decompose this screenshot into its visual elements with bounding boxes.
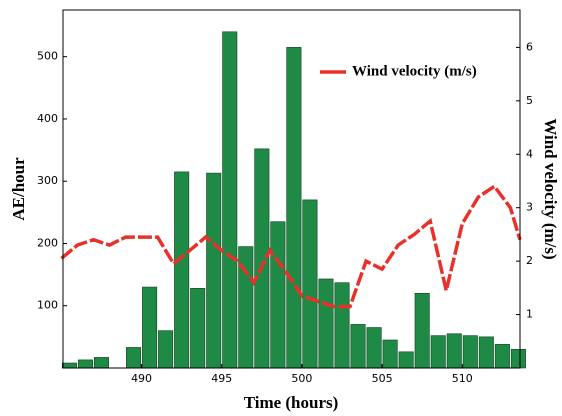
- bar: [430, 335, 446, 369]
- x-tick-label: 490: [131, 372, 152, 385]
- bar: [414, 292, 430, 369]
- y-tick-label: 300: [37, 174, 58, 187]
- x-tick-label: 510: [452, 372, 473, 385]
- bar: [286, 47, 302, 369]
- wind-line: [60, 183, 522, 309]
- bar: [366, 327, 382, 369]
- bar: [398, 351, 414, 369]
- y-tick-label: 100: [37, 299, 58, 312]
- bar: [302, 199, 318, 369]
- bar: [334, 282, 350, 369]
- y2-tick-label: 1: [526, 308, 533, 321]
- bar: [142, 286, 158, 369]
- bar: [494, 344, 510, 369]
- bar: [222, 31, 238, 369]
- bar: [478, 336, 494, 369]
- legend-label: Wind velocity (m/s): [352, 63, 477, 79]
- bar: [206, 172, 222, 369]
- y-tick-label: 400: [37, 112, 58, 125]
- x-tick-label: 505: [372, 372, 393, 385]
- bar: [382, 339, 398, 369]
- bar: [126, 347, 142, 369]
- bar: [446, 333, 462, 369]
- bar: [462, 335, 478, 369]
- bar: [190, 288, 206, 369]
- y2-tick-label: 4: [526, 147, 533, 160]
- y2-tick-label: 6: [526, 40, 533, 53]
- bar: [61, 362, 77, 369]
- x-axis-label: Time (hours): [244, 393, 339, 412]
- bar: [350, 324, 366, 369]
- y2-tick-label: 5: [526, 94, 533, 107]
- bar: [254, 148, 270, 369]
- y2-axis-label: Wind velocity (m/s): [541, 118, 560, 259]
- bar: [77, 359, 93, 369]
- bar: [270, 221, 286, 369]
- y-tick-label: 200: [37, 236, 58, 249]
- bar: [174, 171, 190, 369]
- y2-tick-label: 3: [526, 201, 533, 214]
- y-tick-label: 500: [37, 50, 58, 63]
- bar: [510, 349, 526, 369]
- x-tick-label: 495: [211, 372, 232, 385]
- y2-tick-label: 2: [526, 254, 533, 267]
- bar: [93, 357, 109, 369]
- bar: [158, 330, 174, 369]
- bar: [318, 278, 334, 369]
- y-axis-label: AE/hour: [9, 157, 28, 221]
- x-tick-label: 500: [291, 372, 312, 385]
- plot-frame: [62, 9, 521, 369]
